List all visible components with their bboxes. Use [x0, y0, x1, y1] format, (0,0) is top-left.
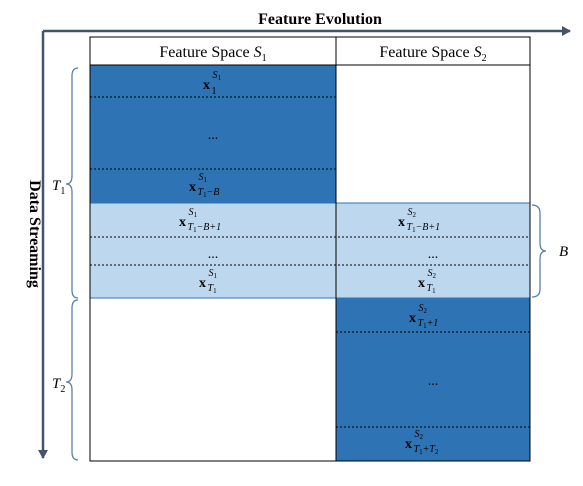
t1-brace	[65, 67, 79, 299]
diagram-frame	[89, 36, 531, 462]
cell-s1-last: x S1 T1−B	[189, 171, 219, 199]
cell-s2-last: x S2 T1+T2	[405, 428, 439, 456]
cell-s2-overlap-first: x S2 T1−B+1	[398, 206, 440, 234]
overlap-block	[89, 202, 531, 299]
s2-t2-block	[336, 298, 530, 461]
ellipsis-s2-overlap: ...	[428, 247, 439, 262]
t1-label: T1	[52, 178, 65, 197]
cell-s1-overlap-first: x S1 T1−B+1	[179, 206, 221, 234]
t2-label: T2	[52, 376, 65, 395]
cell-s1-first: x S1 1	[203, 69, 225, 97]
cell-s2-overlap-last: x S2 T1	[418, 267, 440, 295]
b-brace	[531, 204, 547, 298]
cell-s1-overlap-last: x S1 T1	[199, 267, 221, 295]
s1-t1-block	[90, 65, 336, 203]
cell-s2-first: x S2 T1+1	[409, 302, 438, 330]
b-label: B	[559, 244, 568, 260]
ellipsis-s1: ...	[208, 128, 219, 143]
t2-brace	[65, 299, 79, 461]
ellipsis-s2: ...	[428, 374, 439, 389]
ellipsis-s1-overlap: ...	[208, 247, 219, 262]
data-streaming-label: Data Streaming	[26, 180, 43, 288]
feature-evolution-label: Feature Evolution	[258, 11, 382, 28]
column-header-s2: Feature Space S2	[379, 44, 486, 64]
column-header-s1: Feature Space S1	[159, 44, 266, 64]
row-separators	[90, 96, 530, 428]
